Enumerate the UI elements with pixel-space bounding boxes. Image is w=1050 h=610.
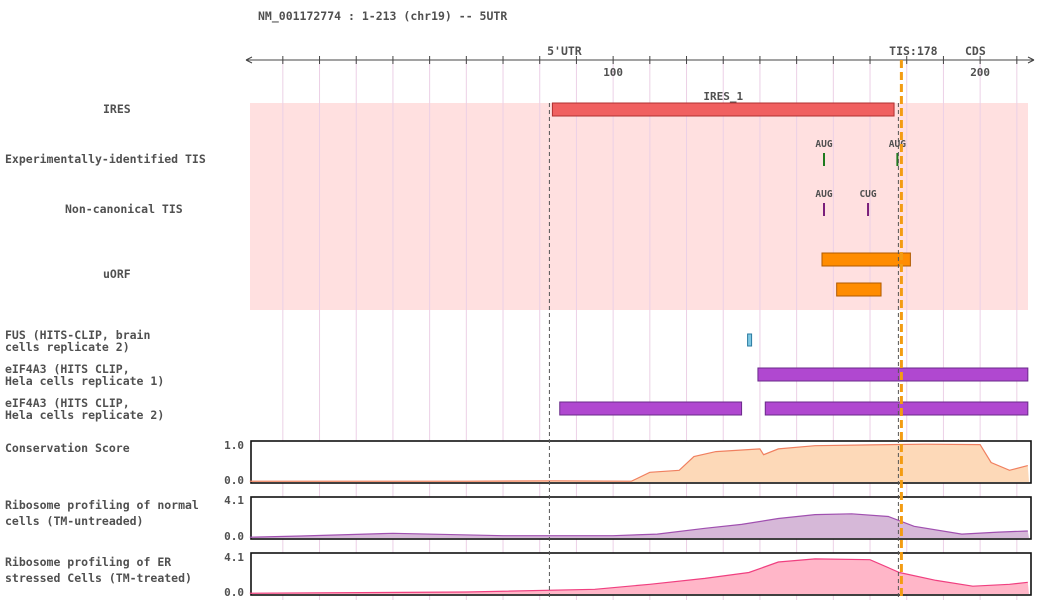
conservation-ymax: 1.0 bbox=[224, 439, 244, 452]
track-label-eif4a3-2-line2: Hela cells replicate 2) bbox=[5, 408, 164, 422]
ribo-er-plot-line bbox=[249, 558, 1028, 594]
cds-marker-label: CDS bbox=[965, 44, 986, 58]
ribo-normal-plot-area bbox=[249, 513, 1030, 538]
track-label-ribo-normal-1: Ribosome profiling of normal bbox=[5, 498, 199, 512]
ribo-er-ymax: 4.1 bbox=[224, 551, 244, 564]
track-label-ribo-normal-2: cells (TM-untreaded) bbox=[5, 514, 143, 528]
marker-lines bbox=[548, 60, 903, 600]
track-label-eif4a3-1-line1: eIF4A3 (HITS CLIP, bbox=[5, 362, 130, 376]
track-label-fus-2: cells replicate 2) bbox=[5, 340, 130, 354]
noncanonical-tis-site-label: CUG bbox=[859, 189, 876, 200]
eif4a3-rep2-feature-bar bbox=[764, 401, 1029, 416]
conservation-ymin: 0.0 bbox=[224, 474, 244, 487]
ribo-normal-ymin: 0.0 bbox=[224, 530, 244, 543]
score-plots bbox=[249, 440, 1032, 596]
ires-feature-label: IRES_1 bbox=[703, 90, 743, 103]
feature-layer: IRES_1 AUG AUG AUG CUG bbox=[551, 90, 1029, 416]
ribo-er-ymin: 0.0 bbox=[224, 586, 244, 599]
exp-tis-site-label: AUG bbox=[889, 139, 906, 150]
track-label-ribo-er-1: Ribosome profiling of ER bbox=[5, 555, 171, 569]
track-label-eif4a3-1-line2: Hela cells replicate 1) bbox=[5, 374, 164, 388]
ribo-er-plot-area bbox=[249, 558, 1030, 594]
track-label-fus-1: FUS (HITS-CLIP, brain bbox=[5, 328, 150, 342]
track-label-ribo-er-2: stressed Cells (TM-treated) bbox=[5, 571, 192, 585]
track-label-exp-tis: Experimentally-identified TIS bbox=[5, 152, 206, 166]
ires-feature-bar bbox=[551, 102, 895, 117]
axis-tick-label: 200 bbox=[970, 66, 990, 79]
noncanonical-tis-site-label: AUG bbox=[815, 189, 832, 200]
conservation-plot-line bbox=[249, 443, 1028, 482]
track-label-conservation: Conservation Score bbox=[5, 441, 130, 455]
utr-marker-label: 5'UTR bbox=[547, 44, 582, 58]
uorf-feature-bar bbox=[821, 252, 911, 267]
exp-tis-site-label: AUG bbox=[815, 139, 832, 150]
eif4a3-rep2-feature-bar bbox=[559, 401, 743, 416]
ribo-normal-plot-line bbox=[249, 513, 1028, 538]
ribo-normal-ymax: 4.1 bbox=[224, 494, 244, 507]
conservation-plot-area bbox=[249, 444, 1030, 482]
axis-tick-label: 100 bbox=[603, 66, 623, 79]
tis-marker-label: TIS:178 bbox=[889, 44, 938, 58]
uorf-feature-bar bbox=[836, 282, 882, 297]
region-background bbox=[250, 103, 1028, 310]
track-label-eif4a3-2-line1: eIF4A3 (HITS CLIP, bbox=[5, 396, 130, 410]
header-title: NM_001172774 : 1-213 (chr19) -- 5UTR bbox=[258, 9, 507, 24]
track-label-ires: IRES bbox=[103, 102, 131, 116]
axis-ticks: 100 200 bbox=[282, 56, 1018, 79]
fus-feature-bar bbox=[747, 333, 753, 347]
track-label-uorf: uORF bbox=[103, 267, 131, 281]
track-label-noncanonical-tis: Non-canonical TIS bbox=[65, 202, 183, 216]
eif4a3-rep1-feature-bar bbox=[757, 367, 1029, 382]
